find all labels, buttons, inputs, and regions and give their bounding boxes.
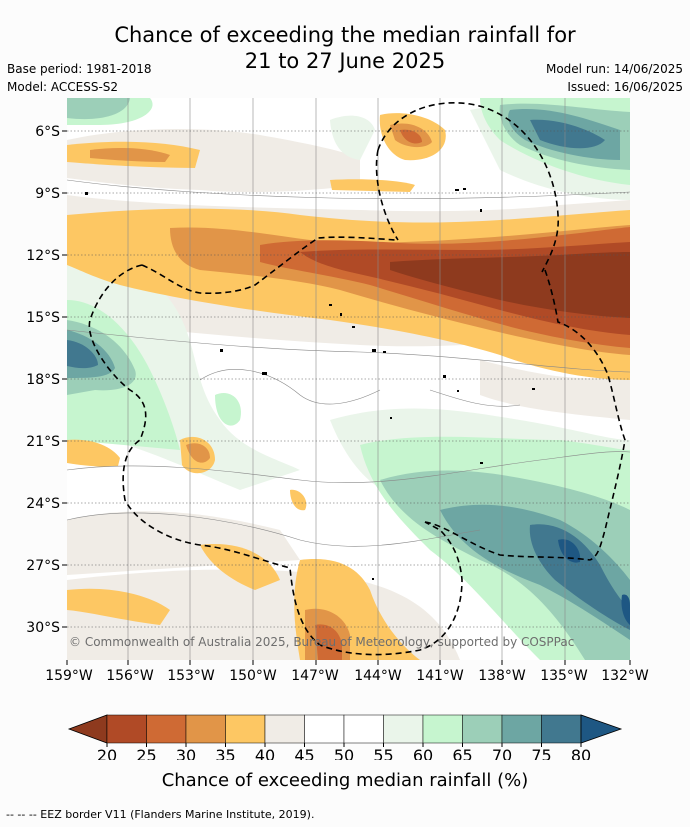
island-speck [372,578,374,580]
map-field: © Commonwealth of Australia 2025, Bureau… [67,98,630,660]
lat-gridlines [67,130,630,628]
lat-label: 6°S [35,124,60,140]
eez-footnote: -- -- -- EEZ border V11 (Flanders Marine… [6,808,315,821]
lon-label: 153°W [167,668,215,684]
colorbar-high-extension [580,714,623,744]
island-speck [372,349,376,352]
island-speck [480,209,482,212]
colorbar-tick-label: 30 [176,746,196,760]
colorbar-tick-label: 80 [571,746,591,760]
colorbar-tick-label: 20 [97,746,117,760]
island-speck [329,304,332,306]
colorbar-tick-label: 40 [255,746,275,760]
lat-label: 15°S [26,310,60,326]
title-line-2: 21 to 27 June 2025 [244,49,446,73]
colorbar-bin [462,714,503,744]
colorbar-bin [343,714,384,744]
rainfall-map: © Commonwealth of Australia 2025, Bureau… [26,98,649,760]
lon-label: 141°W [416,668,464,684]
lon-label: 150°W [229,668,277,684]
colorbar-low-extension [67,714,108,744]
island-speck [390,417,392,419]
base-period: Base period: 1981-2018 [7,62,152,76]
colorbar-tick-label: 35 [215,746,235,760]
lat-label: 18°S [26,372,60,388]
island-speck [383,351,386,353]
colorbar-tick-label: 65 [452,746,472,760]
lat-label: 9°S [35,186,60,202]
island-speck [340,313,342,316]
model-run: Model run: 14/06/2025 [545,62,683,76]
colorbar-tick-label: 25 [136,746,156,760]
colorbar-bin [106,714,147,744]
island-speck [457,390,459,392]
lat-labels: 6°S 9°S 12°S 15°S 18°S 21°S 24°S 27°S 30… [26,124,60,636]
colorbar-bin [304,714,345,744]
lat-label: 21°S [26,434,60,450]
lon-label: 159°W [45,668,93,684]
eez-north [377,102,559,273]
eez-south [424,521,591,561]
island-speck [85,192,88,195]
island-speck [480,462,483,464]
colorbar-tick-label: 50 [334,746,354,760]
model-name: Model: ACCESS-S2 [7,80,119,94]
eez-west [88,264,463,656]
lat-label: 27°S [26,558,60,574]
colorbar-tick-label: 55 [373,746,393,760]
island-speck [463,188,466,190]
island-speck [455,189,459,191]
colorbar-bin [185,714,226,744]
dark-blue-regions [558,539,630,625]
axis-ticks [62,130,631,665]
colorbar-label: Chance of exceeding median rainfall (%) [161,770,529,791]
meta-right: Model run: 14/06/2025 Issued: 16/06/2025 [546,60,683,96]
contour-lines [67,179,630,547]
lon-label: 138°W [478,668,526,684]
colorbar-bin [383,714,424,744]
colorbar-bin [422,714,463,744]
colorbar-bin [146,714,187,744]
meta-left: Base period: 1981-2018 Model: ACCESS-S2 [7,60,152,96]
colorbar-tick-label: 70 [492,746,512,760]
title-line-1: Chance of exceeding the median rainfall … [114,23,576,47]
colorbar-tick-label: 60 [413,746,433,760]
issued-date: Issued: 16/06/2025 [567,80,683,94]
island-speck [220,349,223,352]
deep-brown-regions [390,252,630,318]
island-markers [85,188,535,580]
eez-borders [88,102,626,656]
lon-label: 147°W [291,668,339,684]
island-speck [262,372,267,375]
lat-label: 12°S [26,248,60,264]
colorbar-bin [501,714,542,744]
colorbar-bin [225,714,266,744]
lon-label: 144°W [354,668,402,684]
island-speck [443,375,446,378]
copyright-notice: © Commonwealth of Australia 2025, Bureau… [69,635,574,649]
colorbar: 20 25 30 35 40 45 50 55 60 65 70 75 80 [67,714,623,760]
lon-label: 132°W [601,668,649,684]
eez-east [544,269,626,561]
lat-label: 24°S [26,496,60,512]
colorbar-bin [541,714,582,744]
lat-label: 30°S [26,620,60,636]
eez-band [141,236,396,295]
lon-label: 135°W [540,668,588,684]
colorbar-tick-label: 45 [294,746,314,760]
island-speck [352,326,355,328]
lon-label: 156°W [106,668,154,684]
island-speck [532,388,535,390]
colorbar-tick-label: 75 [531,746,551,760]
colorbar-bin [264,714,305,744]
blue-regions [67,119,630,630]
lon-labels: 159°W 156°W 153°W 150°W 147°W 144°W 141°… [45,668,649,684]
chart-title: Chance of exceeding the median rainfall … [0,22,690,74]
